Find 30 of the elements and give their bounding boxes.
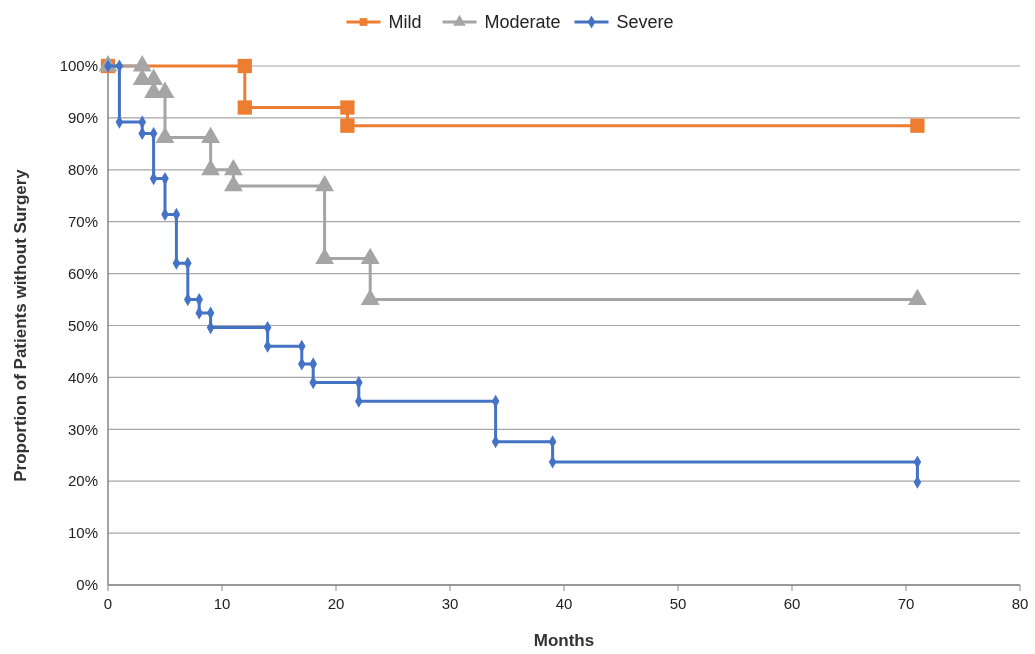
point xyxy=(237,58,252,74)
point xyxy=(910,118,925,133)
legend-label: Moderate xyxy=(484,12,561,33)
x-tick-label: 60 xyxy=(783,595,801,612)
y-tick-label: 60% xyxy=(67,264,98,282)
x-tick-label: 0 xyxy=(103,595,113,612)
x-tick-label: 50 xyxy=(669,595,687,612)
y-tick-label: 0% xyxy=(76,576,98,594)
y-tick-label: 100% xyxy=(59,57,98,75)
x-tick-label: 20 xyxy=(327,595,345,612)
point xyxy=(237,100,252,115)
x-tick-label: 40 xyxy=(555,595,573,612)
y-tick-label: 70% xyxy=(67,212,98,230)
x-tick-label: 80 xyxy=(1011,595,1029,612)
legend-label: Mild xyxy=(388,12,422,33)
y-tick-label: 80% xyxy=(67,161,98,179)
legend-label: Severe xyxy=(616,12,674,33)
point xyxy=(340,100,355,115)
x-tick-label: 30 xyxy=(441,595,459,612)
x-tick-label: 70 xyxy=(897,595,915,612)
y-axis-title: Proportion of Patients without Surgery xyxy=(11,168,30,482)
y-tick-label: 10% xyxy=(67,524,98,542)
y-tick-label: 20% xyxy=(67,472,98,490)
y-tick-label: 50% xyxy=(67,316,98,334)
y-tick-label: 40% xyxy=(67,368,98,386)
y-tick-label: 90% xyxy=(67,109,98,127)
x-axis-title: Months xyxy=(533,631,595,650)
y-tick-label: 30% xyxy=(67,420,98,438)
point xyxy=(340,118,355,133)
x-tick-label: 10 xyxy=(213,595,231,612)
